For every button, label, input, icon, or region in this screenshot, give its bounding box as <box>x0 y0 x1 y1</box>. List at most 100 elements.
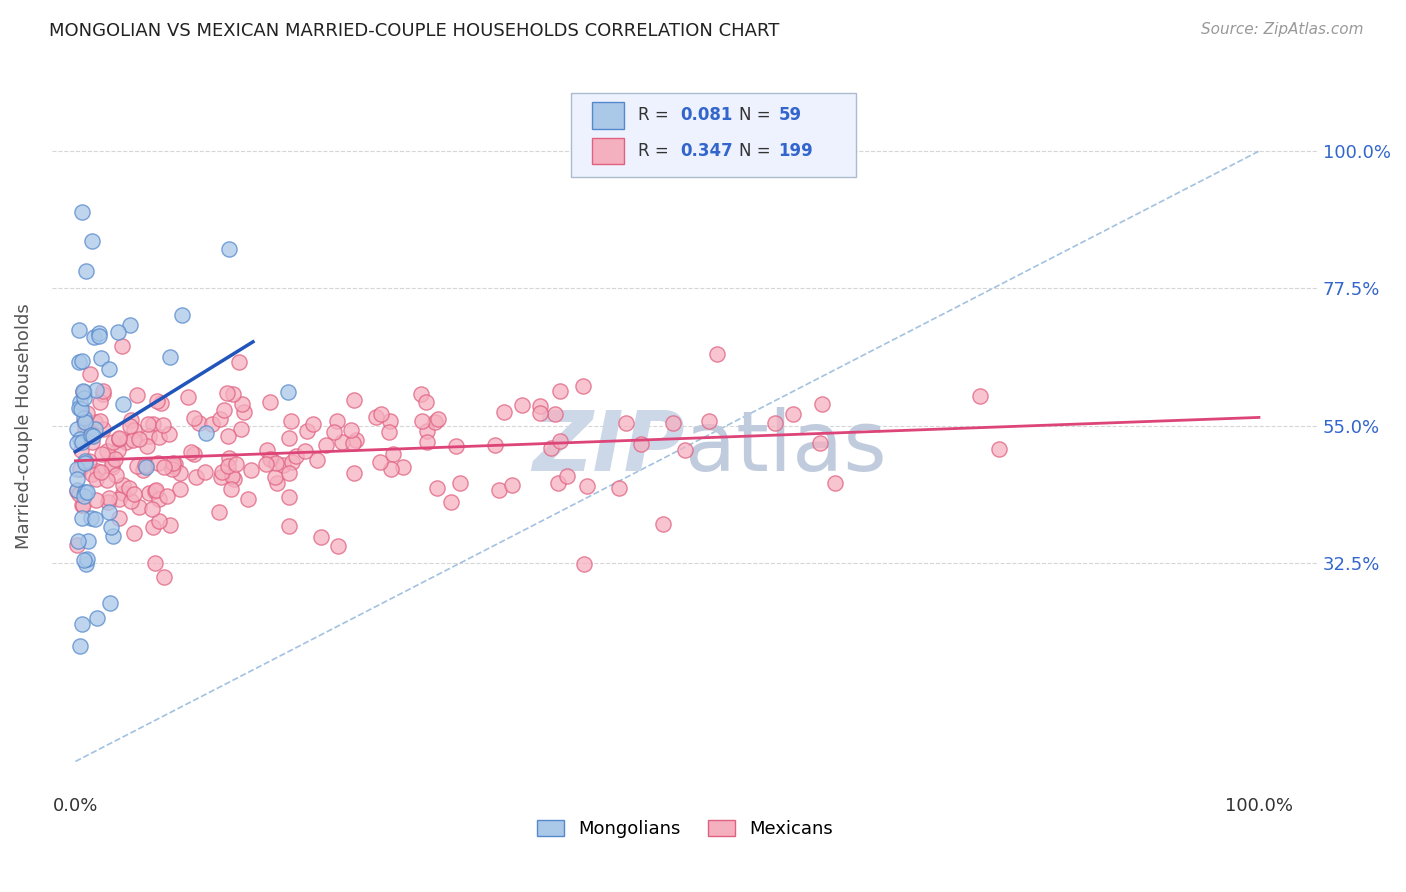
Point <box>529 406 551 420</box>
Point <box>97 495 120 509</box>
Text: ZIP: ZIP <box>533 408 685 488</box>
Point <box>73 415 96 429</box>
Point <box>330 435 353 450</box>
Point <box>378 414 401 428</box>
Point <box>135 458 157 472</box>
Point <box>146 393 169 408</box>
Point <box>219 482 242 496</box>
Point <box>309 530 332 544</box>
Point <box>156 489 179 503</box>
Point <box>73 489 96 503</box>
Y-axis label: Married-couple Households: Married-couple Households <box>15 303 32 549</box>
Point <box>411 414 433 428</box>
Point <box>111 477 134 491</box>
Point <box>824 476 846 491</box>
Point <box>529 399 551 413</box>
Point <box>72 385 94 400</box>
Point <box>72 384 94 399</box>
Point <box>101 434 124 449</box>
Point <box>229 422 252 436</box>
Text: 0.081: 0.081 <box>681 106 733 124</box>
Point <box>84 383 107 397</box>
Point <box>100 460 122 475</box>
Point <box>574 557 596 571</box>
Point <box>194 426 217 441</box>
Bar <box>592 103 624 128</box>
Point <box>259 394 281 409</box>
Point <box>84 415 107 429</box>
Point <box>323 425 346 440</box>
Point <box>65 472 87 486</box>
Point <box>120 418 142 433</box>
Point <box>73 391 96 405</box>
Point <box>278 490 301 504</box>
Point <box>120 493 142 508</box>
Point <box>65 538 87 552</box>
Point <box>148 430 170 444</box>
Point <box>105 468 128 483</box>
Point <box>75 418 97 433</box>
Point <box>136 417 159 431</box>
Point <box>159 350 181 364</box>
Point <box>75 454 97 468</box>
Point <box>91 422 114 436</box>
Point <box>170 308 193 322</box>
Point <box>70 498 93 512</box>
Point <box>540 441 562 455</box>
Point <box>162 458 184 473</box>
Point <box>75 422 97 436</box>
Point <box>107 326 129 340</box>
Point <box>409 387 432 401</box>
Point <box>84 492 107 507</box>
Point <box>100 520 122 534</box>
Point <box>444 439 467 453</box>
Point <box>278 431 301 445</box>
Point <box>808 436 831 450</box>
Point <box>426 481 449 495</box>
Point <box>66 435 89 450</box>
Point <box>217 459 239 474</box>
Point <box>84 422 107 436</box>
Point <box>706 347 728 361</box>
Point <box>75 558 97 572</box>
Point <box>65 483 87 497</box>
Point <box>107 510 129 524</box>
Point <box>280 414 302 428</box>
Point <box>124 487 146 501</box>
Point <box>76 406 98 420</box>
Point <box>218 450 240 465</box>
Point <box>75 484 97 499</box>
Point <box>326 539 349 553</box>
Point <box>488 483 510 497</box>
Point <box>364 409 387 424</box>
Point <box>142 417 165 432</box>
Point <box>86 611 108 625</box>
Point <box>652 516 675 531</box>
Point <box>82 435 104 450</box>
Point <box>70 353 93 368</box>
Point <box>111 339 134 353</box>
Point <box>575 479 598 493</box>
Bar <box>592 137 624 164</box>
Point <box>382 447 405 461</box>
Point <box>148 515 170 529</box>
Point <box>120 413 142 427</box>
Point <box>169 466 191 480</box>
Point <box>183 447 205 461</box>
Point <box>65 461 87 475</box>
Point <box>294 444 316 458</box>
Point <box>67 487 90 501</box>
Point <box>150 396 173 410</box>
Point <box>80 467 103 481</box>
Point <box>96 474 118 488</box>
Point <box>278 518 301 533</box>
Point <box>159 518 181 533</box>
Point <box>277 384 299 399</box>
Point <box>69 401 91 416</box>
Point <box>215 386 238 401</box>
Point <box>221 468 243 483</box>
Point <box>607 481 630 495</box>
Point <box>211 466 233 480</box>
Point <box>440 495 463 509</box>
Point <box>415 394 437 409</box>
